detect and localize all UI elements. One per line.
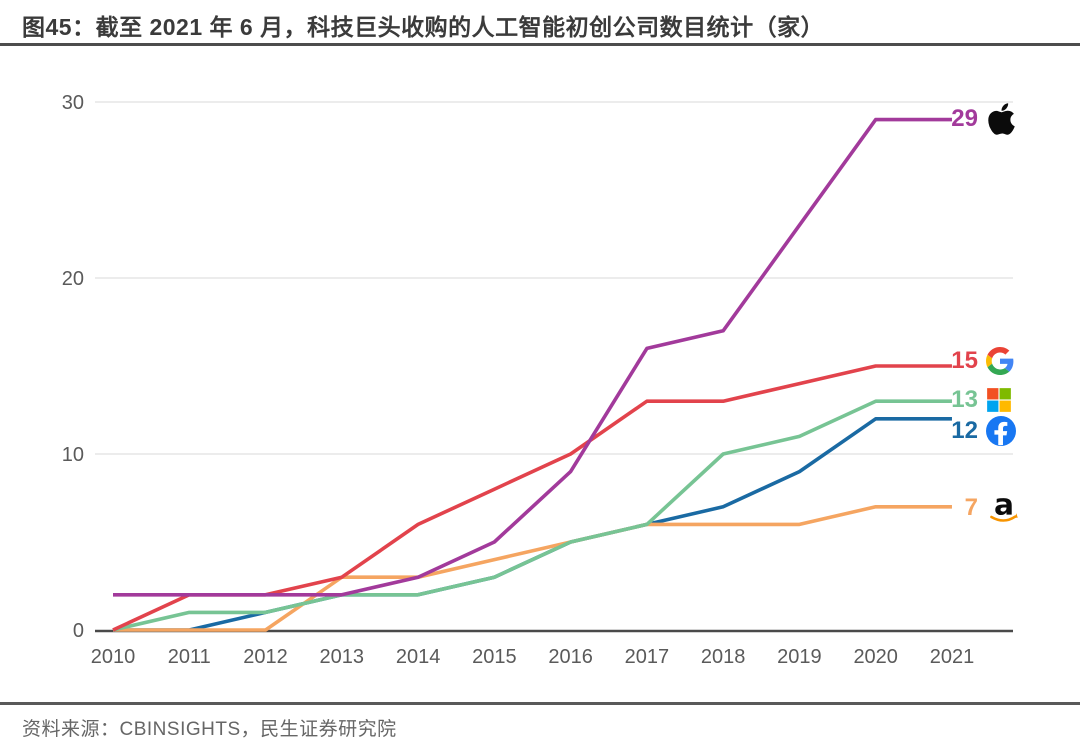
series-line-microsoft (112, 399, 952, 632)
x-tick-label: 2021 (930, 646, 975, 668)
y-tick-label: 30 (62, 92, 84, 114)
x-tick-label: 2016 (548, 646, 593, 668)
x-tick-label: 2017 (625, 646, 670, 668)
y-tick-label: 20 (62, 268, 84, 290)
google-end-value: 15 (951, 347, 978, 374)
x-tick-label: 2011 (168, 646, 211, 668)
source-note: 资料来源：CBINSIGHTS，民生证券研究院 (22, 719, 397, 740)
series-line-amazon (113, 504, 952, 632)
x-tick-label: 2013 (320, 646, 365, 668)
google-logo-icon (986, 347, 1014, 375)
x-tick-label: 2019 (777, 646, 822, 668)
series-line-facebook (113, 416, 952, 632)
x-tick-label: 2015 (472, 646, 517, 668)
x-tick-label: 2018 (701, 646, 746, 668)
facebook-end-value: 12 (951, 417, 978, 444)
footer-divider (0, 702, 1080, 705)
series-end-label-facebook: 12 (942, 416, 1016, 446)
amazon-end-value: 7 (964, 494, 978, 521)
series-line-google (112, 364, 952, 632)
y-tick-label: 0 (73, 620, 84, 642)
apple-end-value: 29 (951, 105, 978, 132)
series-end-label-google: 15 (942, 347, 1014, 375)
series-end-label-apple: 29 (942, 101, 1017, 137)
x-tick-label: 2012 (243, 646, 288, 668)
y-tick-label: 10 (62, 444, 84, 466)
title-divider (0, 43, 1080, 46)
facebook-logo-icon (986, 416, 1016, 446)
svg-text:a: a (994, 488, 1014, 522)
microsoft-end-value: 13 (951, 386, 978, 413)
amazon-logo-icon: a (986, 488, 1022, 528)
x-tick-label: 2010 (91, 646, 136, 668)
series-end-label-amazon: 7 a (942, 488, 1022, 528)
apple-logo-icon (986, 101, 1017, 137)
series-end-label-microsoft: 13 (942, 387, 1012, 413)
x-tick-label: 2020 (853, 646, 898, 668)
series-line-apple (113, 117, 952, 597)
microsoft-logo-icon (986, 387, 1012, 413)
page-title: 图45：截至 2021 年 6 月，科技巨头收购的人工智能初创公司数目统计（家） (22, 14, 825, 40)
x-tick-label: 2014 (396, 646, 441, 668)
